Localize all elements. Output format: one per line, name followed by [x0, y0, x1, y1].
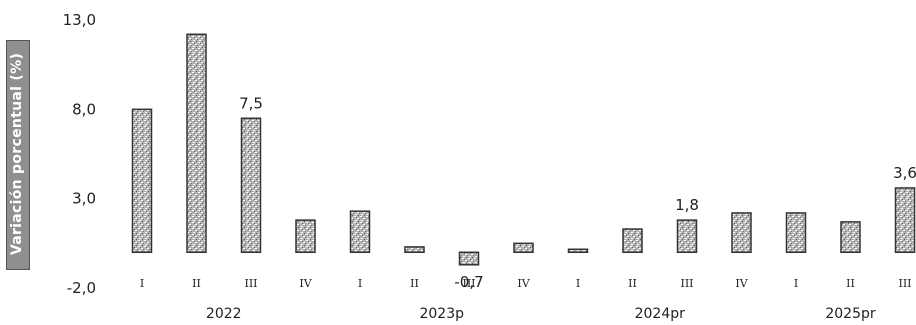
- bar: [349, 210, 371, 254]
- y-tick-label: 13,0: [63, 11, 96, 29]
- bar: [676, 219, 698, 254]
- bar: [894, 187, 916, 254]
- bar: [295, 219, 316, 254]
- x-tick-label: III: [898, 277, 911, 290]
- data-label: -0,7: [454, 273, 483, 291]
- bar: [840, 221, 861, 254]
- x-tick-label: I: [358, 277, 362, 290]
- bar: [785, 212, 807, 254]
- x-tick-label: III: [680, 277, 693, 290]
- data-label: 1,8: [675, 196, 699, 214]
- bar: [131, 108, 153, 254]
- x-tick-label: II: [628, 277, 637, 290]
- y-tick-label: -2,0: [67, 279, 96, 297]
- x-tick-label: II: [410, 277, 419, 290]
- bar: [186, 33, 207, 254]
- bar: [513, 242, 534, 254]
- bar: [622, 228, 643, 254]
- x-tick-label: I: [576, 277, 580, 290]
- year-label: 2022: [206, 306, 242, 322]
- bar: [404, 246, 425, 254]
- x-tick-label: IV: [517, 277, 530, 290]
- y-tick-label: 8,0: [72, 100, 96, 118]
- x-tick-label: III: [244, 277, 257, 290]
- bar: [458, 251, 480, 266]
- year-label: 2023p: [419, 306, 464, 322]
- x-tick-label: IV: [299, 277, 312, 290]
- x-tick-label: II: [846, 277, 855, 290]
- data-label: 3,6: [893, 164, 916, 182]
- x-tick-label: I: [140, 277, 144, 290]
- bar: [240, 117, 262, 254]
- y-axis-label-box: [6, 40, 30, 270]
- data-label: 7,5: [239, 94, 263, 112]
- x-tick-label: IV: [735, 277, 748, 290]
- x-tick-label: II: [192, 277, 201, 290]
- year-label: 2024pr: [635, 306, 686, 322]
- y-tick-label: 3,0: [72, 190, 96, 208]
- x-tick-label: III: [462, 277, 475, 290]
- x-tick-label: I: [794, 277, 798, 290]
- year-label: 2025pr: [825, 306, 876, 322]
- bar: [731, 212, 752, 254]
- bar: [567, 248, 589, 254]
